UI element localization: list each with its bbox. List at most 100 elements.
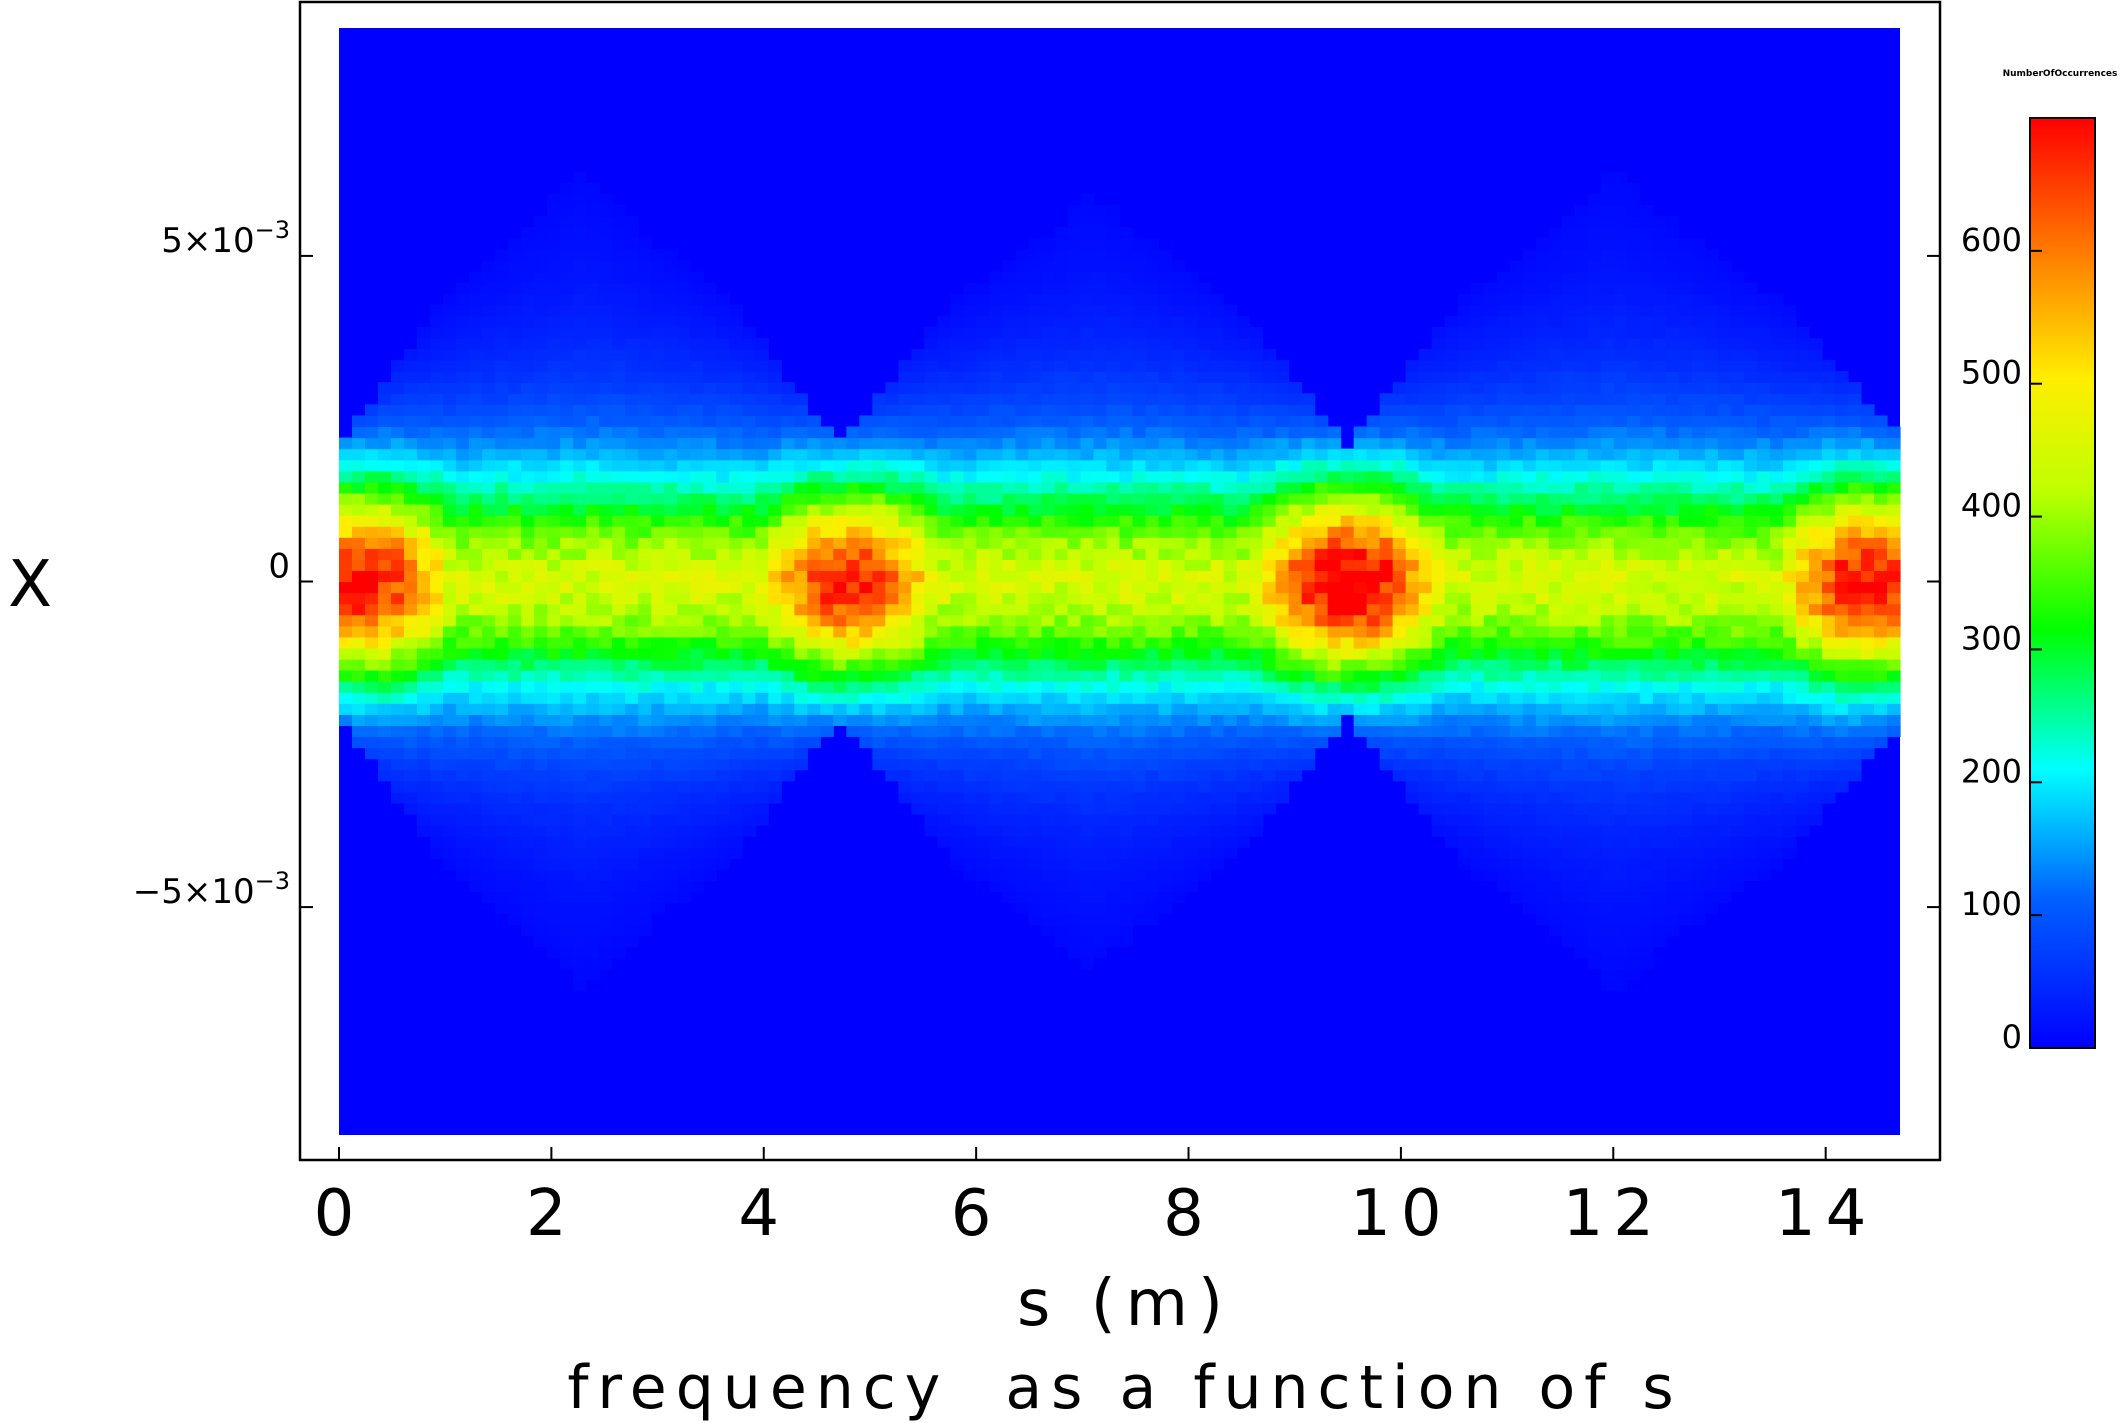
heatmap-cell [508,714,522,727]
heatmap-cell [651,603,665,616]
heatmap-cell [638,825,652,837]
heatmap-cell [1249,813,1264,826]
heatmap-cell [807,670,821,682]
heatmap-cell [1145,559,1160,572]
heatmap-cell [742,548,756,560]
heatmap-cell [625,891,639,904]
heatmap-cell [1366,714,1381,727]
heatmap-cell [1262,526,1277,538]
heatmap-cell [716,437,730,450]
heatmap-cell [664,791,678,804]
heatmap-cell [1470,360,1485,372]
heatmap-cell [573,526,587,538]
heatmap-cell [456,315,470,328]
heatmap-cell [1223,592,1238,605]
heatmap-cell [677,891,691,904]
heatmap-cell [1600,349,1615,361]
heatmap-cell [768,459,782,472]
heatmap-cell [1262,415,1277,428]
heatmap-cell [1145,548,1160,560]
heatmap-cell [482,592,496,605]
heatmap-cell [703,304,717,317]
heatmap-cell [1574,736,1589,749]
heatmap-cell [1457,326,1472,339]
heatmap-cell [1119,282,1134,295]
heatmap-cell [417,382,431,394]
heatmap-cell [404,526,418,538]
heatmap-cell [1223,791,1238,804]
heatmap-cell [456,780,470,793]
heatmap-cell [1431,592,1446,605]
heatmap-cell [495,260,509,273]
heatmap-cell [1158,349,1173,361]
heatmap-cell [547,802,561,815]
heatmap-cell [755,504,769,516]
heatmap-cell [1301,625,1316,638]
heatmap-cell [1171,515,1186,527]
heatmap-cell [768,437,782,450]
heatmap-cell [1457,459,1472,472]
heatmap-cell [365,526,379,538]
heatmap-cell [690,581,704,594]
heatmap-cell [560,869,574,881]
heatmap-cell [1587,249,1602,262]
heatmap-cell [794,570,808,583]
heatmap-cell [1600,869,1615,881]
heatmap-cell [937,315,951,328]
heatmap-cell [1041,337,1056,350]
heatmap-cell [664,758,678,771]
heatmap-cell [1158,515,1173,527]
heatmap-cell [677,470,691,483]
heatmap-cell [573,924,587,937]
heatmap-cell [677,625,691,638]
heatmap-cell [1444,625,1459,638]
heatmap-cell [612,592,626,605]
heatmap-cell [495,426,509,439]
heatmap-cell [1340,692,1355,704]
heatmap-cell [1275,592,1290,605]
heatmap-cell [482,349,496,361]
heatmap-cell [768,658,782,671]
heatmap-cell [456,282,470,295]
heatmap-cell [1132,360,1147,372]
heatmap-cell [612,404,626,417]
heatmap-cell [1548,448,1563,461]
heatmap-cell [456,636,470,649]
heatmap-cell [534,825,548,837]
heatmap-cell [1561,260,1576,273]
heatmap-cell [560,526,574,538]
heatmap-cell [976,437,991,450]
heatmap-cell [677,670,691,682]
heatmap-cell [1470,304,1485,317]
heatmap-cell [1600,769,1615,782]
heatmap-cell [1236,791,1251,804]
heatmap-cell [1041,393,1056,405]
heatmap-cell [1145,481,1160,494]
heatmap-cell [443,470,457,483]
heatmap-cell [1301,747,1316,760]
heatmap-cell [1093,791,1108,804]
heatmap-cell [677,570,691,583]
heatmap-cell [911,504,925,516]
heatmap-cell [1431,570,1446,583]
heatmap-cell [976,293,991,306]
heatmap-cell [1119,360,1134,372]
heatmap-cell [586,658,600,671]
heatmap-cell [638,349,652,361]
heatmap-cell [1015,371,1030,383]
heatmap-cell [677,459,691,472]
heatmap-cell [859,526,873,538]
heatmap-cell [677,371,691,383]
heatmap-cell [612,426,626,439]
heatmap-cell [1444,570,1459,583]
heatmap-cell [1561,459,1576,472]
heatmap-cell [1106,725,1121,738]
heatmap-cell [1509,758,1524,771]
heatmap-cell [976,847,991,859]
heatmap-cell [508,249,522,262]
heatmap-cell [521,304,535,317]
heatmap-cell [1379,592,1394,605]
heatmap-cell [1028,847,1043,859]
heatmap-cell [339,647,353,660]
heatmap-cell [1587,791,1602,804]
